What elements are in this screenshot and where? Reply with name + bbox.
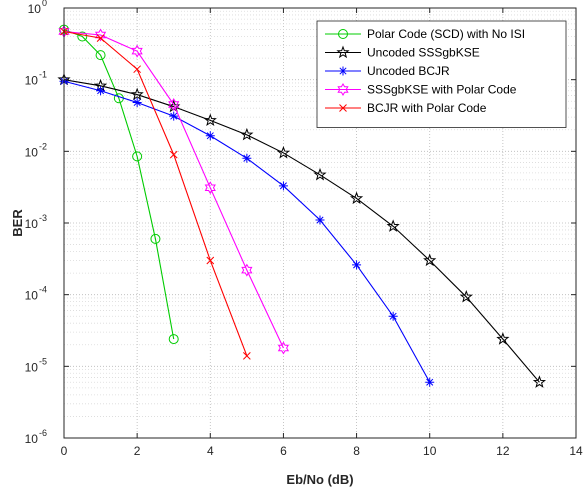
data-point [169,111,179,121]
x-axis-label: Eb/No (dB) [286,472,353,487]
data-point [277,341,290,355]
x-tick-label: 12 [496,444,510,458]
y-tick-label: 10-6 [25,428,47,446]
y-tick-label: 100 [28,0,47,16]
data-point [241,263,253,277]
legend-label: Uncoded BCJR [367,64,450,78]
data-point [77,31,88,42]
data-point [96,86,106,96]
data-point [205,131,215,141]
data-point [423,253,437,267]
data-point [130,87,144,101]
legend-entry: Uncoded SSSgbKSE [325,46,480,60]
data-point [240,127,254,141]
legend-marker [338,66,348,76]
y-tick-label: 10-2 [25,141,47,159]
data-point [315,215,325,225]
x-tick-label: 8 [353,444,360,458]
data-point [425,377,435,387]
data-point [132,98,142,108]
y-tick-label: 10-4 [25,285,47,303]
legend-entry: Polar Code (SCD) with No ISI [325,27,525,41]
data-point [132,151,143,162]
data-point [203,113,217,127]
data-point [313,167,327,181]
legend-marker [338,29,348,39]
data-point [243,352,251,360]
series-line [63,30,248,357]
grid [64,8,576,438]
x-tick-label: 14 [569,444,583,458]
data-point [96,34,105,42]
legend-label: SSSgbKSE with Polar Code [367,83,517,97]
data-point [496,332,510,345]
legend-entry: SSSgbKSE with Polar Code [325,83,517,97]
x-tick-label: 10 [423,444,437,458]
data-point [276,145,291,159]
data-point [168,98,180,112]
data-point [94,28,107,42]
series-2 [57,72,547,388]
legend-marker [337,83,349,96]
legend-marker [339,104,347,112]
y-tick-label: 10-1 [25,70,47,88]
data-point [150,233,161,244]
y-axis-label: BER [10,209,25,237]
data-point [352,260,362,270]
legend-marker [336,45,350,59]
data-point [242,153,252,163]
data-point [532,375,547,388]
data-point [206,256,215,265]
series-line [63,30,284,349]
series-line [63,29,175,340]
y-tick-label: 10-5 [25,356,47,374]
data-point [349,191,364,205]
data-point [168,334,179,345]
legend-label: Polar Code (SCD) with No ISI [367,27,525,41]
x-tick-label: 0 [61,444,68,458]
data-point [131,44,143,58]
data-point [204,181,216,195]
data-point [278,181,288,191]
legend-entry: Uncoded BCJR [325,64,450,78]
data-point [459,290,473,303]
legend-entry: BCJR with Polar Code [325,101,487,115]
legend: Polar Code (SCD) with No ISI Uncoded SSSg… [316,20,567,128]
series-line [63,79,540,383]
data-point [169,150,178,159]
legend-label: BCJR with Polar Code [367,101,487,115]
x-tick-label: 2 [134,444,141,458]
x-tick-label: 6 [280,444,287,458]
legend-box [316,20,567,128]
series-group [57,24,547,388]
data-point [388,311,398,321]
y-tick-label: 10-3 [25,213,47,231]
data-point [95,50,106,61]
data-point [386,219,400,232]
series-1 [59,24,179,345]
legend-label: Uncoded SSSgbKSE [367,46,480,60]
x-tick-label: 4 [207,444,214,458]
series-4 [58,25,290,355]
data-point [133,65,141,74]
